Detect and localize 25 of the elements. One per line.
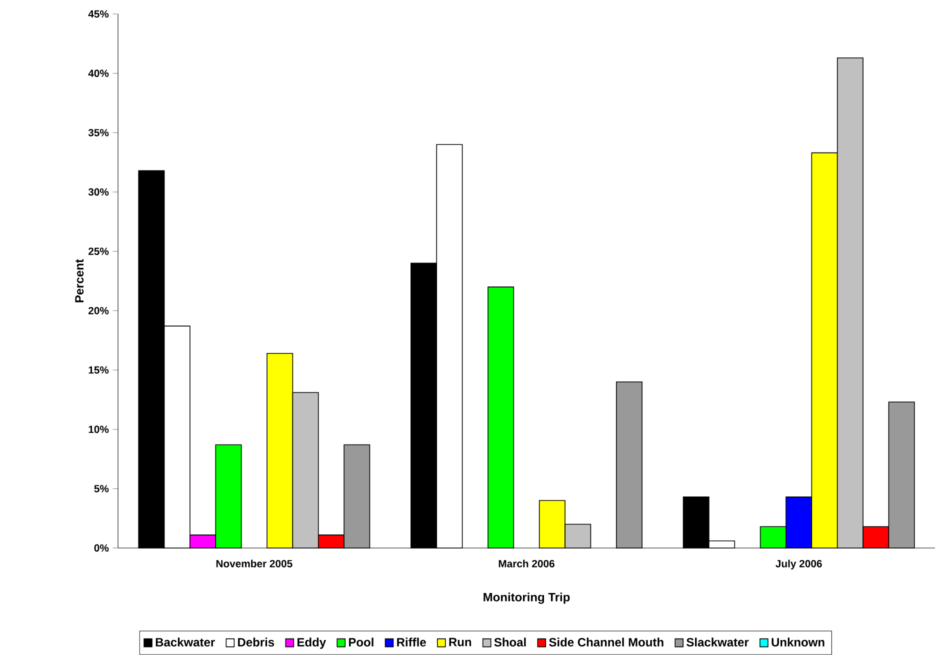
y-tick-label: 40%	[88, 70, 109, 78]
legend-label: Eddy	[298, 638, 326, 649]
legend-label: Shoal	[494, 638, 526, 647]
y-tick-label: 45%	[88, 10, 109, 18]
legend-label: Backwater	[156, 638, 215, 647]
y-tick-label: 35%	[88, 129, 109, 136]
legend-label: Run	[449, 638, 472, 646]
y-tick-label: 10%	[88, 426, 109, 434]
x-tick-label: July 2006	[776, 560, 822, 570]
legend-label: Slackwater	[686, 638, 749, 647]
y-tick-label: 30%	[88, 188, 109, 196]
y-tick-label: 25%	[88, 248, 109, 256]
x-axis-title: Monitoring Trip	[484, 592, 570, 604]
x-tick-label: March 2006	[498, 560, 554, 568]
x-tick-label: November 2005	[216, 560, 292, 568]
y-tick-label: 0%	[94, 544, 109, 552]
y-axis-title: Percent	[75, 259, 84, 302]
legend-label: Pool	[348, 638, 374, 647]
y-tick-label: 5%	[94, 485, 109, 492]
y-tick-label: 20%	[88, 307, 109, 314]
legend-label: Riffle	[397, 638, 426, 647]
legend-label: Side Channel Mouth	[549, 638, 664, 647]
legend-label: Debris	[238, 638, 274, 647]
y-tick-label: 15%	[88, 366, 109, 374]
legend-label: Unknown	[772, 638, 824, 647]
